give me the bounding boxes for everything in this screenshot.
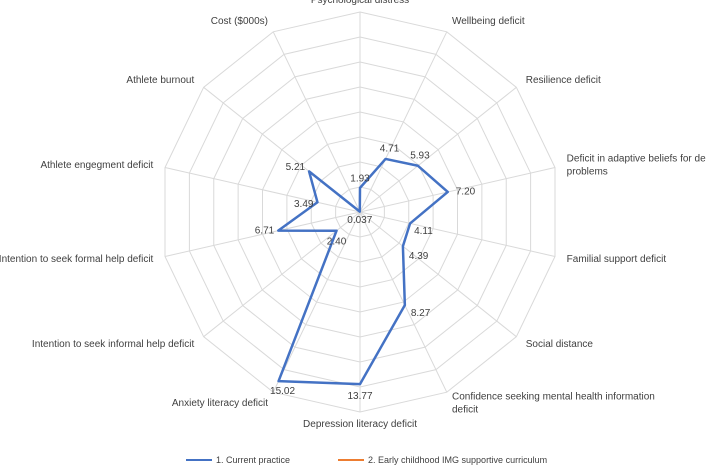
spoke-3: [359, 167, 556, 213]
spoke-9: [203, 211, 361, 338]
data-label-1: 4.71: [380, 144, 400, 155]
data-label-8: 15.02: [270, 386, 295, 397]
axis-label-12: Athlete burnout: [126, 74, 194, 85]
data-label-6: 8.27: [411, 308, 431, 319]
data-label-10: 6.71: [255, 225, 275, 236]
spoke-2: [359, 86, 517, 213]
axis-label-10: Intention to seek formal help deficit: [0, 254, 154, 265]
legend-swatch-early-childhood: [338, 459, 364, 461]
spoke-4: [359, 211, 556, 257]
data-label-13: 0.037: [347, 215, 372, 226]
axis-label-9: Intention to seek informal help deficit: [32, 339, 195, 350]
data-labels: 1.93 4.71 5.93 7.20 4.11 4.39 8.27 13.77 15.02 2.…: [255, 144, 476, 402]
legend-item-early-childhood: 2. Early childhood IMG supportive curric…: [338, 455, 547, 465]
legend-item-current-practice: 1. Current practice: [186, 455, 290, 465]
axis-label-2: Resilience deficit: [526, 74, 601, 85]
data-label-3: 7.20: [456, 187, 476, 198]
series-line-0: [276, 157, 449, 386]
axis-label-8: Anxiety literacy deficit: [172, 398, 268, 409]
radar-series: [276, 157, 449, 386]
axis-label-6: Confidence seeking mental health informa…: [452, 391, 655, 415]
spoke-11: [164, 167, 361, 213]
data-label-4: 4.11: [414, 226, 433, 237]
data-label-9: 2.40: [327, 236, 347, 247]
spoke-6: [359, 211, 448, 393]
axis-label-5: Social distance: [526, 339, 594, 350]
data-label-7: 13.77: [347, 391, 372, 402]
spoke-8: [272, 211, 361, 393]
spoke-10: [164, 211, 361, 257]
legend: 1. Current practice 2. Early childhood I…: [0, 455, 709, 467]
spoke-5: [359, 211, 517, 338]
spoke-13: [272, 31, 361, 213]
spoke-1: [359, 31, 448, 213]
axis-label-11: Athlete engegment deficit: [40, 159, 153, 170]
legend-label-current-practice: 1. Current practice: [216, 455, 291, 465]
axis-label-7: Depression literacy deficit: [303, 419, 417, 430]
axis-label-13: Cost ($000s): [211, 16, 268, 27]
axis-label-4: Familial support deficit: [567, 254, 667, 265]
axis-labels: Psychological distress Wellbeing deficit R…: [0, 0, 706, 430]
axis-label-3: Deficit in adaptive beliefs for de proble…: [567, 153, 706, 177]
data-label-5: 4.39: [409, 251, 429, 262]
legend-label-early-childhood: 2. Early childhood IMG supportive curric…: [368, 455, 548, 465]
axis-label-0: Psychological distress: [311, 0, 409, 6]
data-label-12: 5.21: [286, 162, 306, 173]
legend-swatch-current-practice: [186, 459, 212, 461]
radar-spokes: [164, 12, 556, 412]
data-label-0: 1.93: [350, 174, 370, 185]
data-label-11: 3.49: [294, 199, 314, 210]
axis-label-1: Wellbeing deficit: [452, 16, 525, 27]
data-label-2: 5.93: [410, 150, 430, 161]
